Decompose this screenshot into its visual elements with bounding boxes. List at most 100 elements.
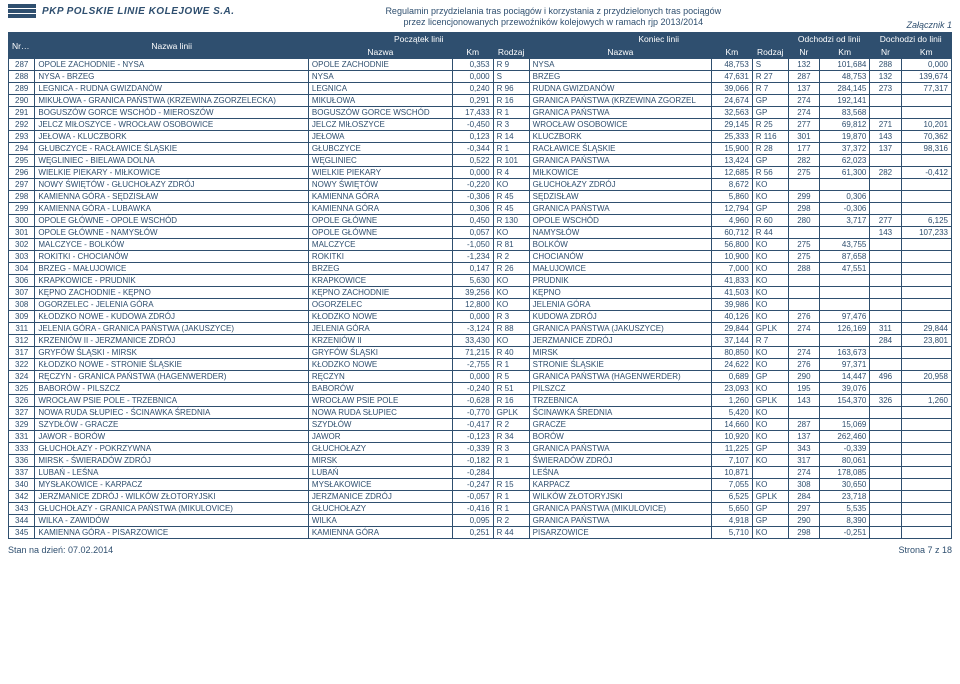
- table-cell: [901, 515, 951, 527]
- table-cell: 0,306: [452, 203, 493, 215]
- table-cell: 1,260: [901, 395, 951, 407]
- table-cell: 271: [870, 119, 901, 131]
- table-cell: [870, 515, 901, 527]
- table-cell: 80,061: [819, 455, 869, 467]
- table-cell: [901, 299, 951, 311]
- table-cell: -0,284: [452, 467, 493, 479]
- table-cell: 12,685: [712, 167, 753, 179]
- table-cell: [752, 467, 788, 479]
- table-cell: JERZMANICE ZDRÓJ: [308, 491, 452, 503]
- footer-date: Stan na dzień: 07.02.2014: [8, 545, 113, 555]
- th-p-rodzaj: Rodzaj: [493, 46, 529, 59]
- table-cell: 69,812: [819, 119, 869, 131]
- table-cell: 39,256: [452, 287, 493, 299]
- table-cell: 33,430: [452, 335, 493, 347]
- table-row: 297NOWY ŚWIĘTÓW - GŁUCHOŁAZY ZDRÓJNOWY Ś…: [9, 179, 952, 191]
- table-cell: 0,291: [452, 95, 493, 107]
- table-cell: KO: [493, 275, 529, 287]
- table-cell: [870, 527, 901, 539]
- table-cell: 132: [788, 59, 819, 71]
- table-cell: -0,416: [452, 503, 493, 515]
- table-cell: BRZEG: [529, 71, 711, 83]
- table-cell: 324: [9, 371, 35, 383]
- table-cell: 29,145: [712, 119, 753, 131]
- table-cell: KŁODZKO NOWE - STRONIE ŚLĄSKIE: [35, 359, 309, 371]
- table-cell: [870, 431, 901, 443]
- table-cell: GŁUCHOŁAZY ZDRÓJ: [529, 179, 711, 191]
- table-cell: 137: [788, 431, 819, 443]
- table-cell: [901, 347, 951, 359]
- table-cell: RUDNA GWIZDANÓW: [529, 83, 711, 95]
- table-cell: 301: [788, 131, 819, 143]
- table-cell: 0,522: [452, 155, 493, 167]
- table-cell: GRANICA PAŃSTWA (KRZEWINA ZGORZEL: [529, 95, 711, 107]
- table-cell: -0,417: [452, 419, 493, 431]
- table-cell: GP: [752, 371, 788, 383]
- table-cell: 0,000: [901, 59, 951, 71]
- th-k-km: Km: [712, 46, 753, 59]
- table-cell: [788, 335, 819, 347]
- table-cell: R 26: [493, 263, 529, 275]
- table-row: 307KĘPNO ZACHODNIE - KĘPNOKĘPNO ZACHODNI…: [9, 287, 952, 299]
- lines-table: Nr linii Nazwa linii Początek linii Koni…: [8, 32, 952, 539]
- table-cell: 47,551: [819, 263, 869, 275]
- table-cell: [901, 383, 951, 395]
- table-cell: 274: [788, 323, 819, 335]
- table-cell: 277: [870, 215, 901, 227]
- table-cell: BOLKÓW: [529, 239, 711, 251]
- table-cell: [870, 491, 901, 503]
- table-cell: 13,424: [712, 155, 753, 167]
- table-cell: RACŁAWICE ŚLĄSKIE: [529, 143, 711, 155]
- table-cell: 0,450: [452, 215, 493, 227]
- table-row: 300OPOLE GŁÓWNE - OPOLE WSCHÓDOPOLE GŁÓW…: [9, 215, 952, 227]
- table-cell: R 60: [752, 215, 788, 227]
- table-cell: 317: [788, 455, 819, 467]
- table-cell: 327: [9, 407, 35, 419]
- table-cell: JELCZ MIŁOSZYCE: [308, 119, 452, 131]
- table-cell: GŁUCHOŁAZY: [308, 503, 452, 515]
- table-cell: [901, 443, 951, 455]
- table-cell: [819, 275, 869, 287]
- table-cell: OPOLE ZACHODNIE - NYSA: [35, 59, 309, 71]
- table-cell: KO: [752, 527, 788, 539]
- table-cell: NOWA RUDA SŁUPIEC: [308, 407, 452, 419]
- th-poczatek: Początek linii: [308, 33, 529, 46]
- table-row: 287OPOLE ZACHODNIE - NYSAOPOLE ZACHODNIE…: [9, 59, 952, 71]
- header-row: PKP POLSKIE LINIE KOLEJOWE S.A. Regulami…: [8, 4, 952, 30]
- table-cell: [870, 263, 901, 275]
- table-cell: 98,316: [901, 143, 951, 155]
- table-cell: 0,123: [452, 131, 493, 143]
- table-cell: 276: [788, 311, 819, 323]
- table-cell: KO: [752, 347, 788, 359]
- table-cell: ROKITKI - CHOCIANÓW: [35, 251, 309, 263]
- table-row: 289LEGNICA - RUDNA GWIZDANÓWLEGNICA0,240…: [9, 83, 952, 95]
- table-cell: [870, 251, 901, 263]
- table-cell: 47,631: [712, 71, 753, 83]
- table-cell: 56,800: [712, 239, 753, 251]
- table-cell: S: [752, 59, 788, 71]
- table-cell: [870, 383, 901, 395]
- table-header: Nr linii Nazwa linii Początek linii Koni…: [9, 33, 952, 59]
- table-cell: [901, 491, 951, 503]
- th-p-km: Km: [452, 46, 493, 59]
- page-container: PKP POLSKIE LINIE KOLEJOWE S.A. Regulami…: [0, 0, 960, 563]
- table-cell: [901, 407, 951, 419]
- table-cell: R 1: [493, 107, 529, 119]
- table-cell: KĘPNO: [529, 287, 711, 299]
- table-cell: KO: [493, 335, 529, 347]
- table-cell: 304: [9, 263, 35, 275]
- table-cell: 290: [788, 371, 819, 383]
- table-cell: 6,525: [712, 491, 753, 503]
- table-cell: R 56: [752, 167, 788, 179]
- table-cell: 24,622: [712, 359, 753, 371]
- table-row: 343GŁUCHOŁAZY - GRANICA PAŃSTWA (MIKULOV…: [9, 503, 952, 515]
- table-cell: MIRSK - ŚWIERADÓW ZDRÓJ: [35, 455, 309, 467]
- logo-acronym: PKP: [42, 6, 64, 17]
- table-cell: OGORZELEC - JELENIA GÓRA: [35, 299, 309, 311]
- table-cell: KO: [752, 179, 788, 191]
- table-cell: -0,057: [452, 491, 493, 503]
- table-cell: 0,000: [452, 371, 493, 383]
- table-cell: 77,317: [901, 83, 951, 95]
- table-cell: [870, 155, 901, 167]
- table-cell: MIRSK: [308, 455, 452, 467]
